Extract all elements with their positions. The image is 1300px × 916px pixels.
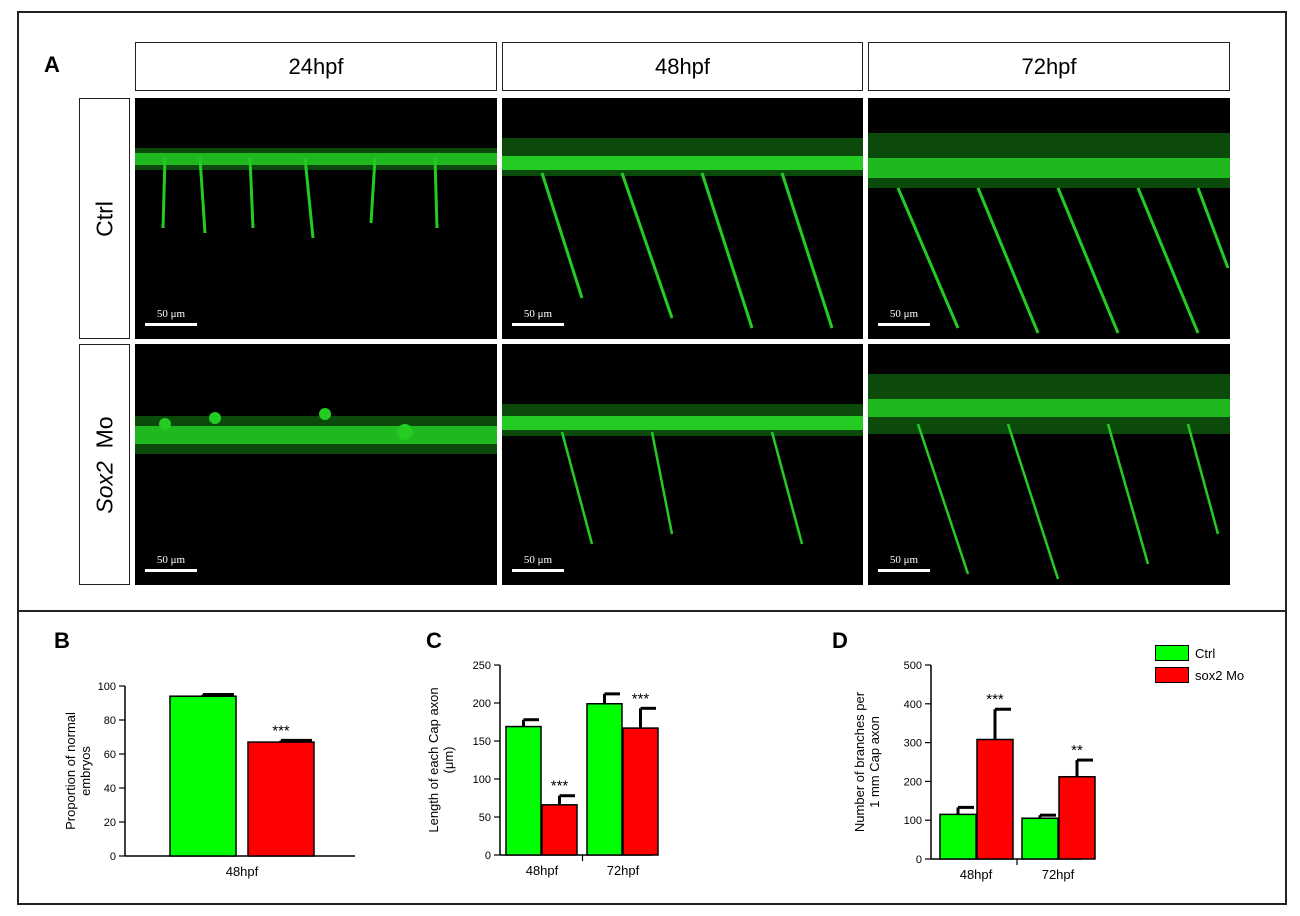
bar-sox2-mo-48hpf <box>541 804 578 856</box>
fluorescence-image <box>502 404 863 545</box>
scale-bar: 50 μm <box>512 308 564 326</box>
significance-marker: *** <box>272 722 290 739</box>
scale-bar: 50 μm <box>878 308 930 326</box>
significance-marker: *** <box>632 690 650 707</box>
y-tick-label: 200 <box>904 776 922 788</box>
y-tick-label: 20 <box>104 817 116 829</box>
bar-chart-d: 0 100 200 300 400 500 *** 48hpf ** 72hpf Number of… <box>852 660 1096 882</box>
bar-sox2-mo-72hpf <box>1058 775 1096 860</box>
panel-divider <box>17 610 1287 612</box>
y-axis-label-line: embryos <box>78 746 93 796</box>
x-category-label: 48hpf <box>960 867 993 882</box>
chart-legend: Ctrl sox2 Mo <box>1155 642 1244 686</box>
y-tick-label: 50 <box>479 812 491 824</box>
fluorescence-image <box>868 133 1230 334</box>
y-axis-label-line: (μm) <box>441 747 456 774</box>
y-axis-label-line: 1 mm Cap axon <box>867 716 882 808</box>
fluorescence-image <box>502 138 863 329</box>
row-label-morpholino: Mo <box>91 415 117 448</box>
significance-marker: *** <box>551 778 569 795</box>
row-label-gene: Sox2 <box>91 460 117 514</box>
y-tick-label: 0 <box>485 850 491 862</box>
legend-swatch-sox2-mo <box>1155 667 1189 683</box>
y-tick-label: 250 <box>473 660 491 672</box>
column-header-24hpf: 24hpf <box>135 42 497 91</box>
x-category-label: 48hpf <box>226 864 259 879</box>
x-category-label: 48hpf <box>526 863 559 878</box>
bar-sox2-mo-48hpf <box>247 741 315 857</box>
legend-label-sox2-mo: sox2 Mo <box>1195 667 1245 683</box>
micrograph-ctrl-48hpf: 50 μm <box>502 98 863 339</box>
fluorescence-image <box>135 148 497 239</box>
y-axis-label-line: Number of branches per <box>852 691 867 832</box>
bar-ctrl-72hpf <box>1021 817 1059 860</box>
column-header-48hpf: 48hpf <box>502 42 863 91</box>
y-tick-label: 80 <box>104 715 116 727</box>
scale-bar: 50 μm <box>512 554 564 572</box>
panel-label-b: B <box>54 628 70 653</box>
panel-label-a: A <box>44 52 60 77</box>
y-tick-label: 100 <box>473 774 491 786</box>
bar-ctrl-48hpf <box>505 725 542 856</box>
bar-chart-c: 0 50 100 150 200 250 *** 48hpf *** 72hpf Length of… <box>426 660 659 878</box>
y-tick-label: 40 <box>104 783 116 795</box>
y-axis-label: Number of branches per1 mm Cap axon <box>852 691 882 832</box>
row-label-ctrl: Ctrl <box>91 200 117 237</box>
row-header-sox2-mo: Sox2 Mo <box>79 344 130 585</box>
micrograph-sox2-mo-24hpf: 50 μm <box>135 344 497 585</box>
y-tick-label: 300 <box>904 738 922 750</box>
micrograph-ctrl-24hpf: 50 μm <box>135 98 497 339</box>
bar-ctrl-72hpf <box>586 703 623 856</box>
y-tick-label: 200 <box>473 698 491 710</box>
fluorescence-image <box>868 374 1230 580</box>
scale-bar: 50 μm <box>145 554 197 572</box>
panel-label-c: C <box>426 628 442 653</box>
legend-item-ctrl: Ctrl <box>1155 642 1244 664</box>
significance-marker: ** <box>1071 742 1083 759</box>
figure-frame <box>17 11 1287 905</box>
x-category-label: 72hpf <box>1042 867 1075 882</box>
y-tick-label: 0 <box>916 854 922 866</box>
y-tick-label: 0 <box>110 851 116 863</box>
fluorescence-image <box>135 408 497 454</box>
legend-item-sox2-mo: sox2 Mo <box>1155 664 1244 686</box>
y-axis-label-line: Proportion of normal <box>63 712 78 830</box>
row-label-sox2-mo: Sox2 Mo <box>91 416 118 513</box>
micrograph-sox2-mo-48hpf: 50 μm <box>502 344 863 585</box>
y-axis-label: Length of each Cap axon(μm) <box>426 687 456 832</box>
bar-chart-b: 0 20 40 60 80 100 *** 48hpf Proportion of normal… <box>63 681 355 879</box>
panel-label-d: D <box>832 628 848 653</box>
row-header-ctrl: Ctrl <box>79 98 130 339</box>
column-header-72hpf: 72hpf <box>868 42 1230 91</box>
bar-ctrl-48hpf <box>169 695 237 857</box>
y-tick-label: 150 <box>473 736 491 748</box>
micrograph-sox2-mo-72hpf: 50 μm <box>868 344 1230 585</box>
bar-sox2-mo-72hpf <box>622 727 659 856</box>
y-tick-label: 100 <box>904 815 922 827</box>
y-tick-label: 500 <box>904 660 922 672</box>
legend-label-ctrl: Ctrl <box>1195 645 1216 661</box>
y-tick-label: 100 <box>98 681 116 693</box>
x-category-label: 72hpf <box>607 863 640 878</box>
significance-marker: *** <box>986 691 1004 708</box>
bar-sox2-mo-48hpf <box>976 738 1014 860</box>
scale-bar: 50 μm <box>145 308 197 326</box>
y-axis-label: Proportion of normalembryos <box>63 712 93 830</box>
y-tick-label: 60 <box>104 749 116 761</box>
micrograph-ctrl-72hpf: 50 μm <box>868 98 1230 339</box>
y-axis-label-line: Length of each Cap axon <box>426 687 441 832</box>
scale-bar: 50 μm <box>878 554 930 572</box>
bar-ctrl-48hpf <box>939 813 977 860</box>
legend-swatch-ctrl <box>1155 645 1189 661</box>
y-tick-label: 400 <box>904 699 922 711</box>
